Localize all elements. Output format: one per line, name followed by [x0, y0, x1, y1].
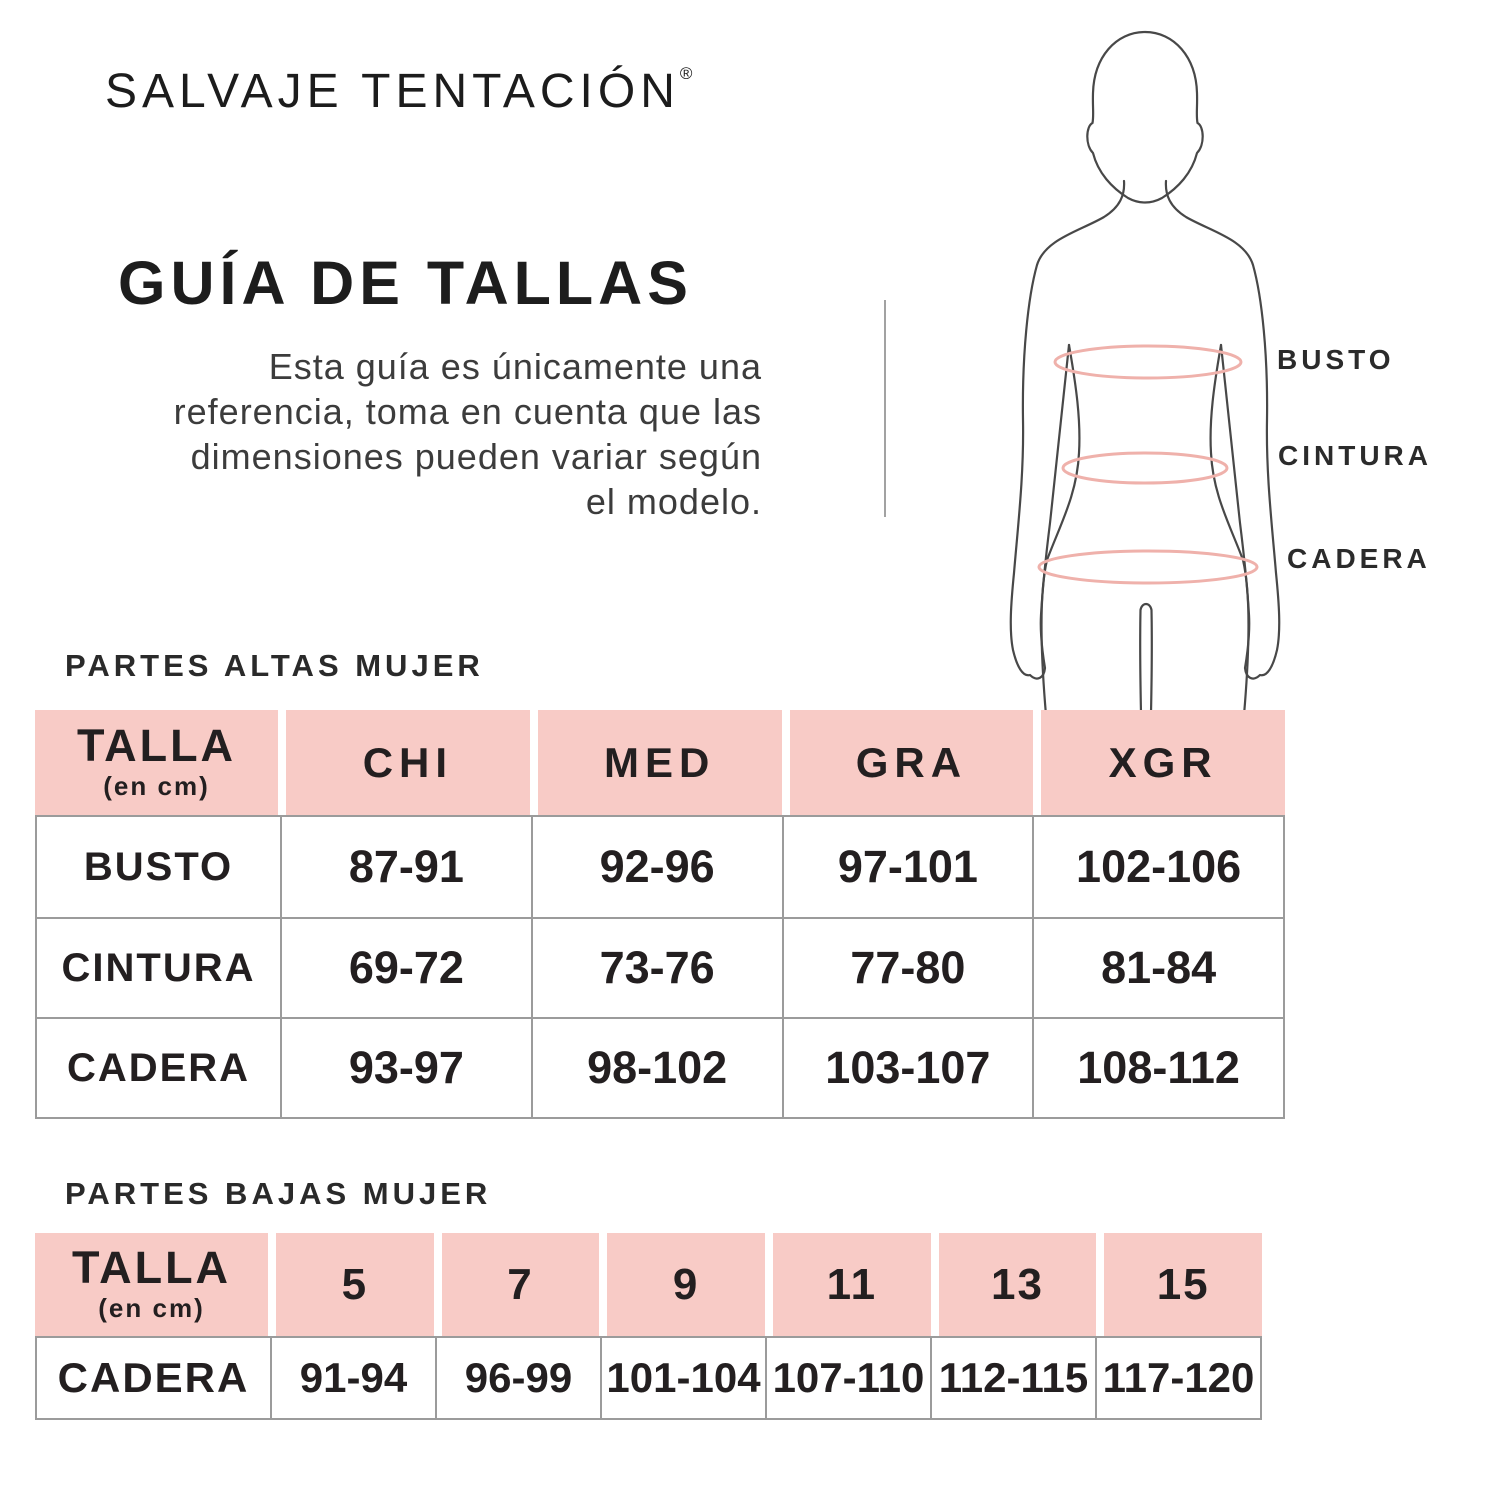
talla-unit: (en cm) [98, 1293, 205, 1323]
hip-measure-line [1037, 549, 1259, 585]
size-value-cell: 101-104 [600, 1338, 765, 1418]
size-value-cell: 112-115 [930, 1338, 1095, 1418]
head-outline [1086, 30, 1204, 204]
torso-left-outline [1040, 343, 1081, 715]
size-column-header: MED [529, 710, 782, 815]
brand-name: SALVAJE TENTACIÓN [105, 65, 680, 118]
leg-gap-outline [1139, 602, 1153, 715]
intro-line: el modelo. [585, 481, 762, 522]
size-column-header: 5 [268, 1233, 434, 1336]
row-label: CADERA [37, 1019, 280, 1117]
talla-header-cell: TALLA (en cm) [35, 1233, 268, 1336]
intro-line: referencia, toma en cuenta que las [173, 391, 762, 432]
row-label: BUSTO [37, 817, 280, 917]
size-value-cell: 98-102 [530, 1019, 782, 1117]
row-label: CINTURA [37, 919, 280, 1017]
size-column-header: 9 [599, 1233, 765, 1336]
size-value-cell: 87-91 [280, 817, 531, 917]
bottoms-table-header: TALLA (en cm) 5 7 9 11 13 15 [35, 1233, 1262, 1336]
brand-logo: SALVAJE TENTACIÓN® [105, 64, 692, 119]
table-row: CINTURA 69-72 73-76 77-80 81-84 [37, 917, 1283, 1017]
intro-text: Esta guía es únicamente una referencia, t… [110, 344, 762, 524]
tops-size-table: TALLA (en cm) CHI MED GRA XGR BUSTO 87-91 92-… [35, 710, 1285, 1119]
bust-measure-line [1053, 344, 1243, 380]
size-column-header: GRA [781, 710, 1034, 815]
waist-measure-line [1061, 451, 1229, 485]
tops-table-body: BUSTO 87-91 92-96 97-101 102-106 CINTURA 69-72… [35, 815, 1285, 1119]
bottoms-size-table: TALLA (en cm) 5 7 9 11 13 15 CADERA 91-94 96-99… [35, 1233, 1262, 1420]
size-value-cell: 91-94 [270, 1338, 435, 1418]
size-value-cell: 69-72 [280, 919, 531, 1017]
left-arm-outline [1009, 179, 1126, 680]
talla-title: TALLA [76, 720, 237, 771]
size-value-cell: 102-106 [1032, 817, 1283, 917]
waist-label: CINTURA [1278, 440, 1432, 471]
size-value-cell: 108-112 [1032, 1019, 1283, 1117]
talla-header-cell: TALLA (en cm) [35, 710, 278, 815]
intro-line: dimensiones pueden variar según [190, 436, 762, 477]
size-column-header: XGR [1033, 710, 1285, 815]
torso-right-outline [1209, 343, 1250, 715]
size-value-cell: 73-76 [530, 919, 782, 1017]
talla-title: TALLA [71, 1242, 232, 1293]
bust-label: BUSTO [1277, 344, 1395, 375]
tops-table-header: TALLA (en cm) CHI MED GRA XGR [35, 710, 1285, 815]
size-value-cell: 81-84 [1032, 919, 1283, 1017]
right-arm-outline [1164, 179, 1281, 680]
size-value-cell: 97-101 [781, 817, 1033, 917]
size-value-cell: 103-107 [781, 1019, 1033, 1117]
size-value-cell: 96-99 [435, 1338, 600, 1418]
table-row: BUSTO 87-91 92-96 97-101 102-106 [37, 817, 1283, 917]
vertical-divider [884, 300, 886, 517]
size-value-cell: 92-96 [530, 817, 782, 917]
registered-trademark: ® [679, 64, 693, 83]
table-row: CADERA 93-97 98-102 103-107 108-112 [37, 1017, 1283, 1117]
size-column-header: 15 [1096, 1233, 1262, 1336]
section-title-bottoms: PARTES BAJAS MUJER [65, 1176, 492, 1211]
size-value-cell: 117-120 [1095, 1338, 1260, 1418]
bottoms-table-body: CADERA 91-94 96-99 101-104 107-110 112-115 117… [35, 1336, 1262, 1420]
body-silhouette-illustration [1009, 30, 1281, 715]
size-column-header: 11 [765, 1233, 931, 1336]
talla-unit: (en cm) [103, 771, 210, 801]
row-label: CADERA [37, 1338, 270, 1418]
size-column-header: CHI [278, 710, 530, 815]
size-column-header: 7 [433, 1233, 600, 1336]
size-value-cell: 93-97 [280, 1019, 531, 1117]
intro-line: Esta guía es únicamente una [268, 346, 762, 387]
section-title-tops: PARTES ALTAS MUJER [65, 648, 484, 683]
table-row: CADERA 91-94 96-99 101-104 107-110 112-115 117… [37, 1338, 1260, 1418]
page-title: GUÍA DE TALLAS [118, 249, 693, 317]
size-value-cell: 107-110 [765, 1338, 930, 1418]
size-value-cell: 77-80 [781, 919, 1033, 1017]
size-column-header: 13 [930, 1233, 1097, 1336]
hip-label: CADERA [1287, 543, 1431, 574]
